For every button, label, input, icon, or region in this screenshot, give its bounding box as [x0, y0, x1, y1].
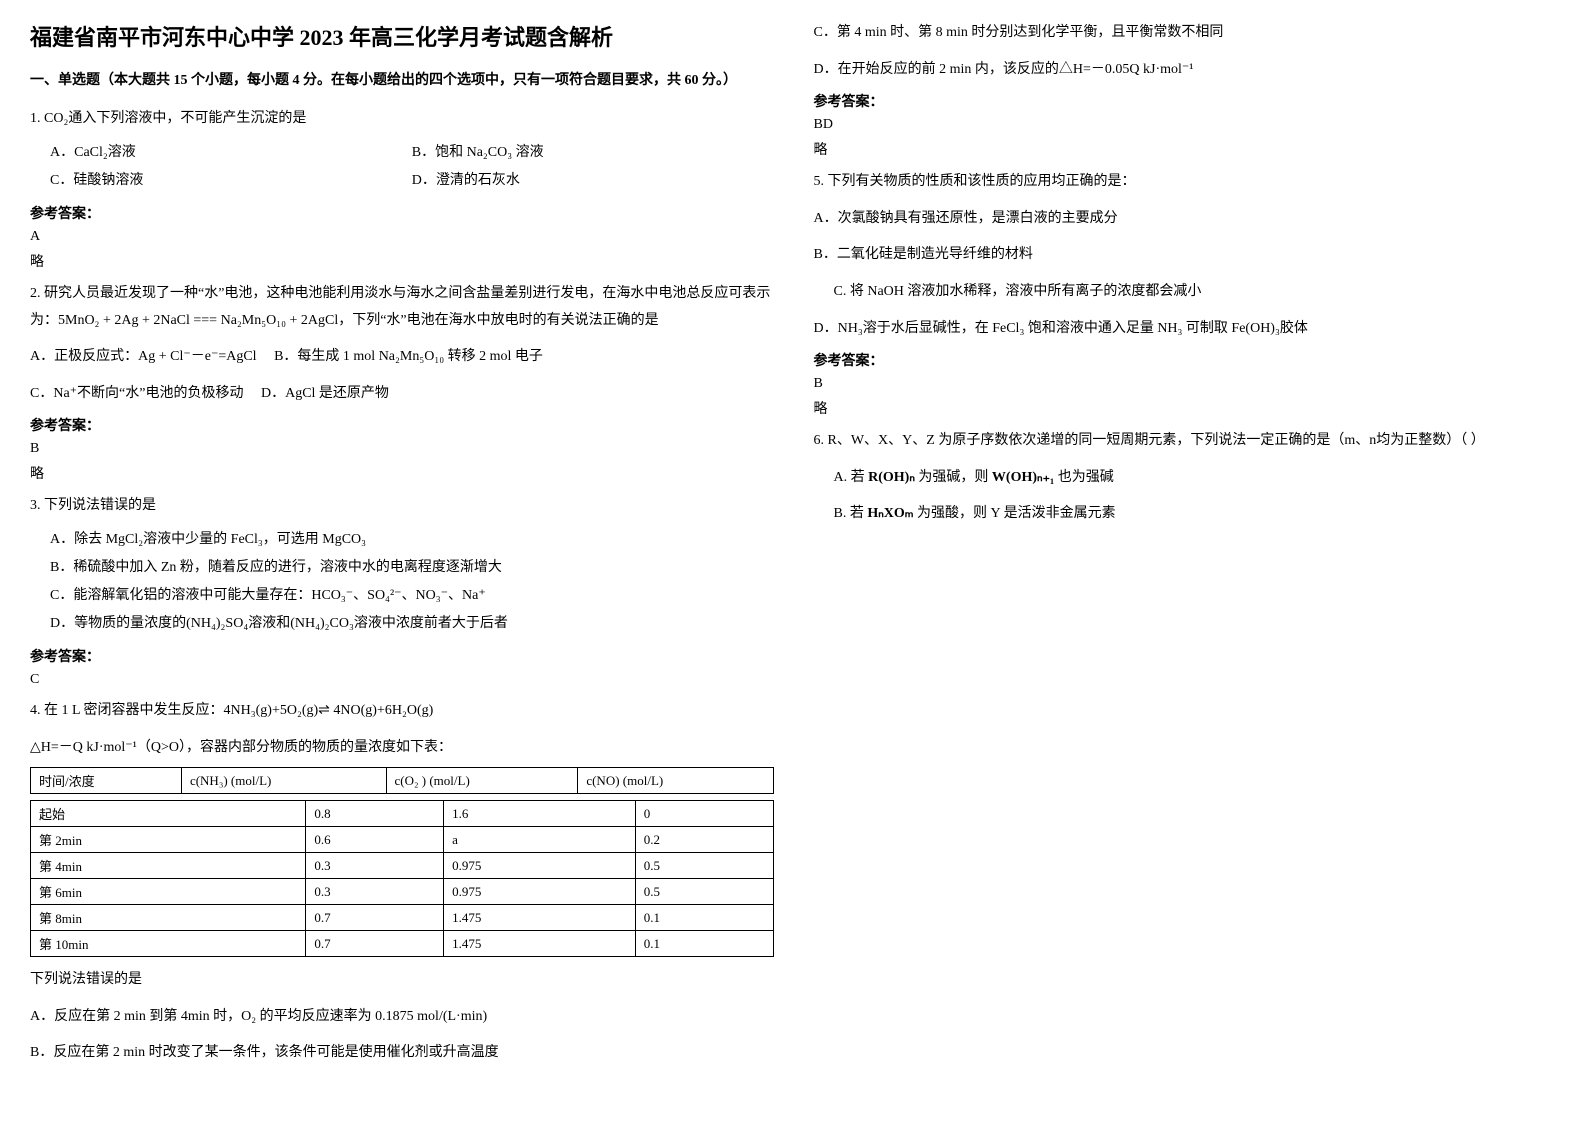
q5-answer-label: 参考答案：	[814, 350, 1558, 370]
q1-options: A．CaCl₂溶液 B．饱和 Na₂CO₃ 溶液 C．硅酸钠溶液 D．澄清的石灰…	[50, 139, 774, 195]
table-cell: 1.475	[444, 931, 636, 957]
table-cell: 起始	[31, 801, 306, 827]
q4-opt-d: D．在开始反应的前 2 min 内，该反应的△H=－0.05Q kJ·mol⁻¹	[814, 57, 1558, 84]
q1-opt-c: C．硅酸钠溶液	[50, 167, 412, 195]
q5-opt-b: B．二氧化硅是制造光导纤维的材料	[814, 242, 1558, 269]
q5-note: 略	[814, 398, 1558, 418]
q4-table-body: 起始 0.8 1.6 0 第 2min 0.6 a 0.2 第 4min 0.3…	[30, 800, 774, 957]
table-cell: c(O₂ ) (mol/L)	[386, 768, 578, 794]
table-cell: 0.975	[444, 853, 636, 879]
table-cell: 0.7	[306, 905, 444, 931]
q3-opt-d: D．等物质的量浓度的(NH₄)₂SO₄溶液和(NH₄)₂CO₃溶液中浓度前者大于…	[50, 610, 774, 638]
q1-stem: 1. CO₂通入下列溶液中，不可能产生沉淀的是	[30, 106, 774, 133]
q4-opt-a: A．反应在第 2 min 到第 4min 时，O₂ 的平均反应速率为 0.187…	[30, 1004, 774, 1031]
q3-opt-b: B．稀硫酸中加入 Zn 粉，随着反应的进行，溶液中水的电离程度逐渐增大	[50, 554, 774, 582]
table-cell: 0.3	[306, 879, 444, 905]
table-cell: 第 10min	[31, 931, 306, 957]
table-cell: 第 8min	[31, 905, 306, 931]
table-cell: 0	[635, 801, 773, 827]
q1-opt-b: B．饱和 Na₂CO₃ 溶液	[412, 139, 774, 167]
table-cell: 0.975	[444, 879, 636, 905]
table-cell: 0.1	[635, 931, 773, 957]
q1-note: 略	[30, 251, 774, 271]
q5-opt-d: D．NH₃溶于水后显碱性，在 FeCl₃ 饱和溶液中通入足量 NH₃ 可制取 F…	[814, 316, 1558, 343]
q5-answer: B	[814, 376, 1558, 392]
q6-a-pre: A. 若	[834, 470, 865, 485]
q3-stem: 3. 下列说法错误的是	[30, 493, 774, 520]
table-row: 起始 0.8 1.6 0	[31, 801, 774, 827]
q2-opt-b: B．每生成 1 mol Na₂Mn₅O₁₀ 转移 2 mol 电子	[274, 349, 543, 364]
q6-b-pre: B. 若	[834, 506, 864, 521]
table-cell: 第 6min	[31, 879, 306, 905]
table-cell: 0.3	[306, 853, 444, 879]
table-cell: 0.8	[306, 801, 444, 827]
table-cell: 0.5	[635, 879, 773, 905]
table-cell: 1.6	[444, 801, 636, 827]
table-cell: c(NH₃) (mol/L)	[181, 768, 386, 794]
q2-options-line1: A．正极反应式：Ag + Cl⁻－e⁻=AgCl B．每生成 1 mol Na₂…	[30, 344, 774, 371]
q6-b-post: 为强酸，则 Y 是活泼非金属元素	[917, 506, 1116, 521]
table-cell: 0.6	[306, 827, 444, 853]
q4-answer: BD	[814, 117, 1558, 133]
table-cell: 第 2min	[31, 827, 306, 853]
q2-opt-a: A．正极反应式：Ag + Cl⁻－e⁻=AgCl	[30, 349, 257, 364]
q5-opt-a: A．次氯酸钠具有强还原性，是漂白液的主要成分	[814, 206, 1558, 233]
q2-stem: 2. 研究人员最近发现了一种“水”电池，这种电池能利用淡水与海水之间含盐量差别进…	[30, 281, 774, 334]
table-row: 时间/浓度 c(NH₃) (mol/L) c(O₂ ) (mol/L) c(NO…	[31, 768, 774, 794]
q6-a-post: 也为强碱	[1058, 470, 1114, 485]
q5-stem: 5. 下列有关物质的性质和该性质的应用均正确的是：	[814, 169, 1558, 196]
q1-answer-label: 参考答案：	[30, 203, 774, 223]
table-row: 第 10min 0.7 1.475 0.1	[31, 931, 774, 957]
formula-image: HₙXOₘ	[867, 506, 913, 521]
table-cell: 0.1	[635, 905, 773, 931]
q4-note: 略	[814, 139, 1558, 159]
q1-opt-d: D．澄清的石灰水	[412, 167, 774, 195]
q2-opt-c: C．Na⁺不断向“水”电池的负极移动	[30, 386, 243, 401]
table-row: 第 2min 0.6 a 0.2	[31, 827, 774, 853]
q6-stem: 6. R、W、X、Y、Z 为原子序数依次递增的同一短周期元素，下列说法一定正确的…	[814, 428, 1558, 455]
formula-image: R(OH)ₙ	[868, 470, 915, 485]
q6-opt-a: A. 若 R(OH)ₙ 为强碱，则 W(OH)ₙ₊₁ 也为强碱	[834, 465, 1558, 492]
q4-stem2: △H=－Q kJ·mol⁻¹（Q>O），容器内部分物质的物质的量浓度如下表：	[30, 735, 774, 762]
table-cell: 0.2	[635, 827, 773, 853]
q6-a-mid: 为强碱，则	[918, 470, 988, 485]
formula-image: W(OH)ₙ₊₁	[992, 470, 1054, 485]
q5-opt-c: C. 将 NaOH 溶液加水稀释，溶液中所有离子的浓度都会减小	[834, 279, 1558, 306]
q2-note: 略	[30, 463, 774, 483]
table-cell: 第 4min	[31, 853, 306, 879]
q4-stem1: 4. 在 1 L 密闭容器中发生反应：4NH₃(g)+5O₂(g)⇌ 4NO(g…	[30, 698, 774, 725]
q3-opt-a: A．除去 MgCl₂溶液中少量的 FeCl₃，可选用 MgCO₃	[50, 526, 774, 554]
q3-answer-label: 参考答案：	[30, 646, 774, 666]
table-cell: 1.475	[444, 905, 636, 931]
table-cell: 0.5	[635, 853, 773, 879]
q3-opt-c: C．能溶解氧化铝的溶液中可能大量存在：HCO₃⁻、SO₄²⁻、NO₃⁻、Na⁺	[50, 582, 774, 610]
table-row: 第 4min 0.3 0.975 0.5	[31, 853, 774, 879]
table-row: 第 6min 0.3 0.975 0.5	[31, 879, 774, 905]
q3-answer: C	[30, 672, 774, 688]
q1-opt-a: A．CaCl₂溶液	[50, 139, 412, 167]
q1-answer: A	[30, 229, 774, 245]
q2-answer: B	[30, 441, 774, 457]
q4-sub: 下列说法错误的是	[30, 967, 774, 994]
q4-opt-b: B．反应在第 2 min 时改变了某一条件，该条件可能是使用催化剂或升高温度	[30, 1040, 774, 1067]
table-cell: c(NO) (mol/L)	[578, 768, 773, 794]
q2-options-line2: C．Na⁺不断向“水”电池的负极移动 D．AgCl 是还原产物	[30, 381, 774, 408]
table-cell: 时间/浓度	[31, 768, 182, 794]
q6-opt-b: B. 若 HₙXOₘ 为强酸，则 Y 是活泼非金属元素	[834, 501, 1558, 528]
table-row: 第 8min 0.7 1.475 0.1	[31, 905, 774, 931]
q4-table: 时间/浓度 c(NH₃) (mol/L) c(O₂ ) (mol/L) c(NO…	[30, 767, 774, 794]
q4-opt-c: C．第 4 min 时、第 8 min 时分别达到化学平衡，且平衡常数不相同	[814, 20, 1558, 47]
section-intro: 一、单选题（本大题共 15 个小题，每小题 4 分。在每小题给出的四个选项中，只…	[30, 70, 774, 92]
q3-options: A．除去 MgCl₂溶液中少量的 FeCl₃，可选用 MgCO₃ B．稀硫酸中加…	[50, 526, 774, 638]
q2-opt-d: D．AgCl 是还原产物	[261, 386, 389, 401]
q2-answer-label: 参考答案：	[30, 415, 774, 435]
q4-answer-label: 参考答案：	[814, 91, 1558, 111]
table-cell: 0.7	[306, 931, 444, 957]
table-cell: a	[444, 827, 636, 853]
page-title: 福建省南平市河东中心中学 2023 年高三化学月考试题含解析	[30, 20, 774, 52]
